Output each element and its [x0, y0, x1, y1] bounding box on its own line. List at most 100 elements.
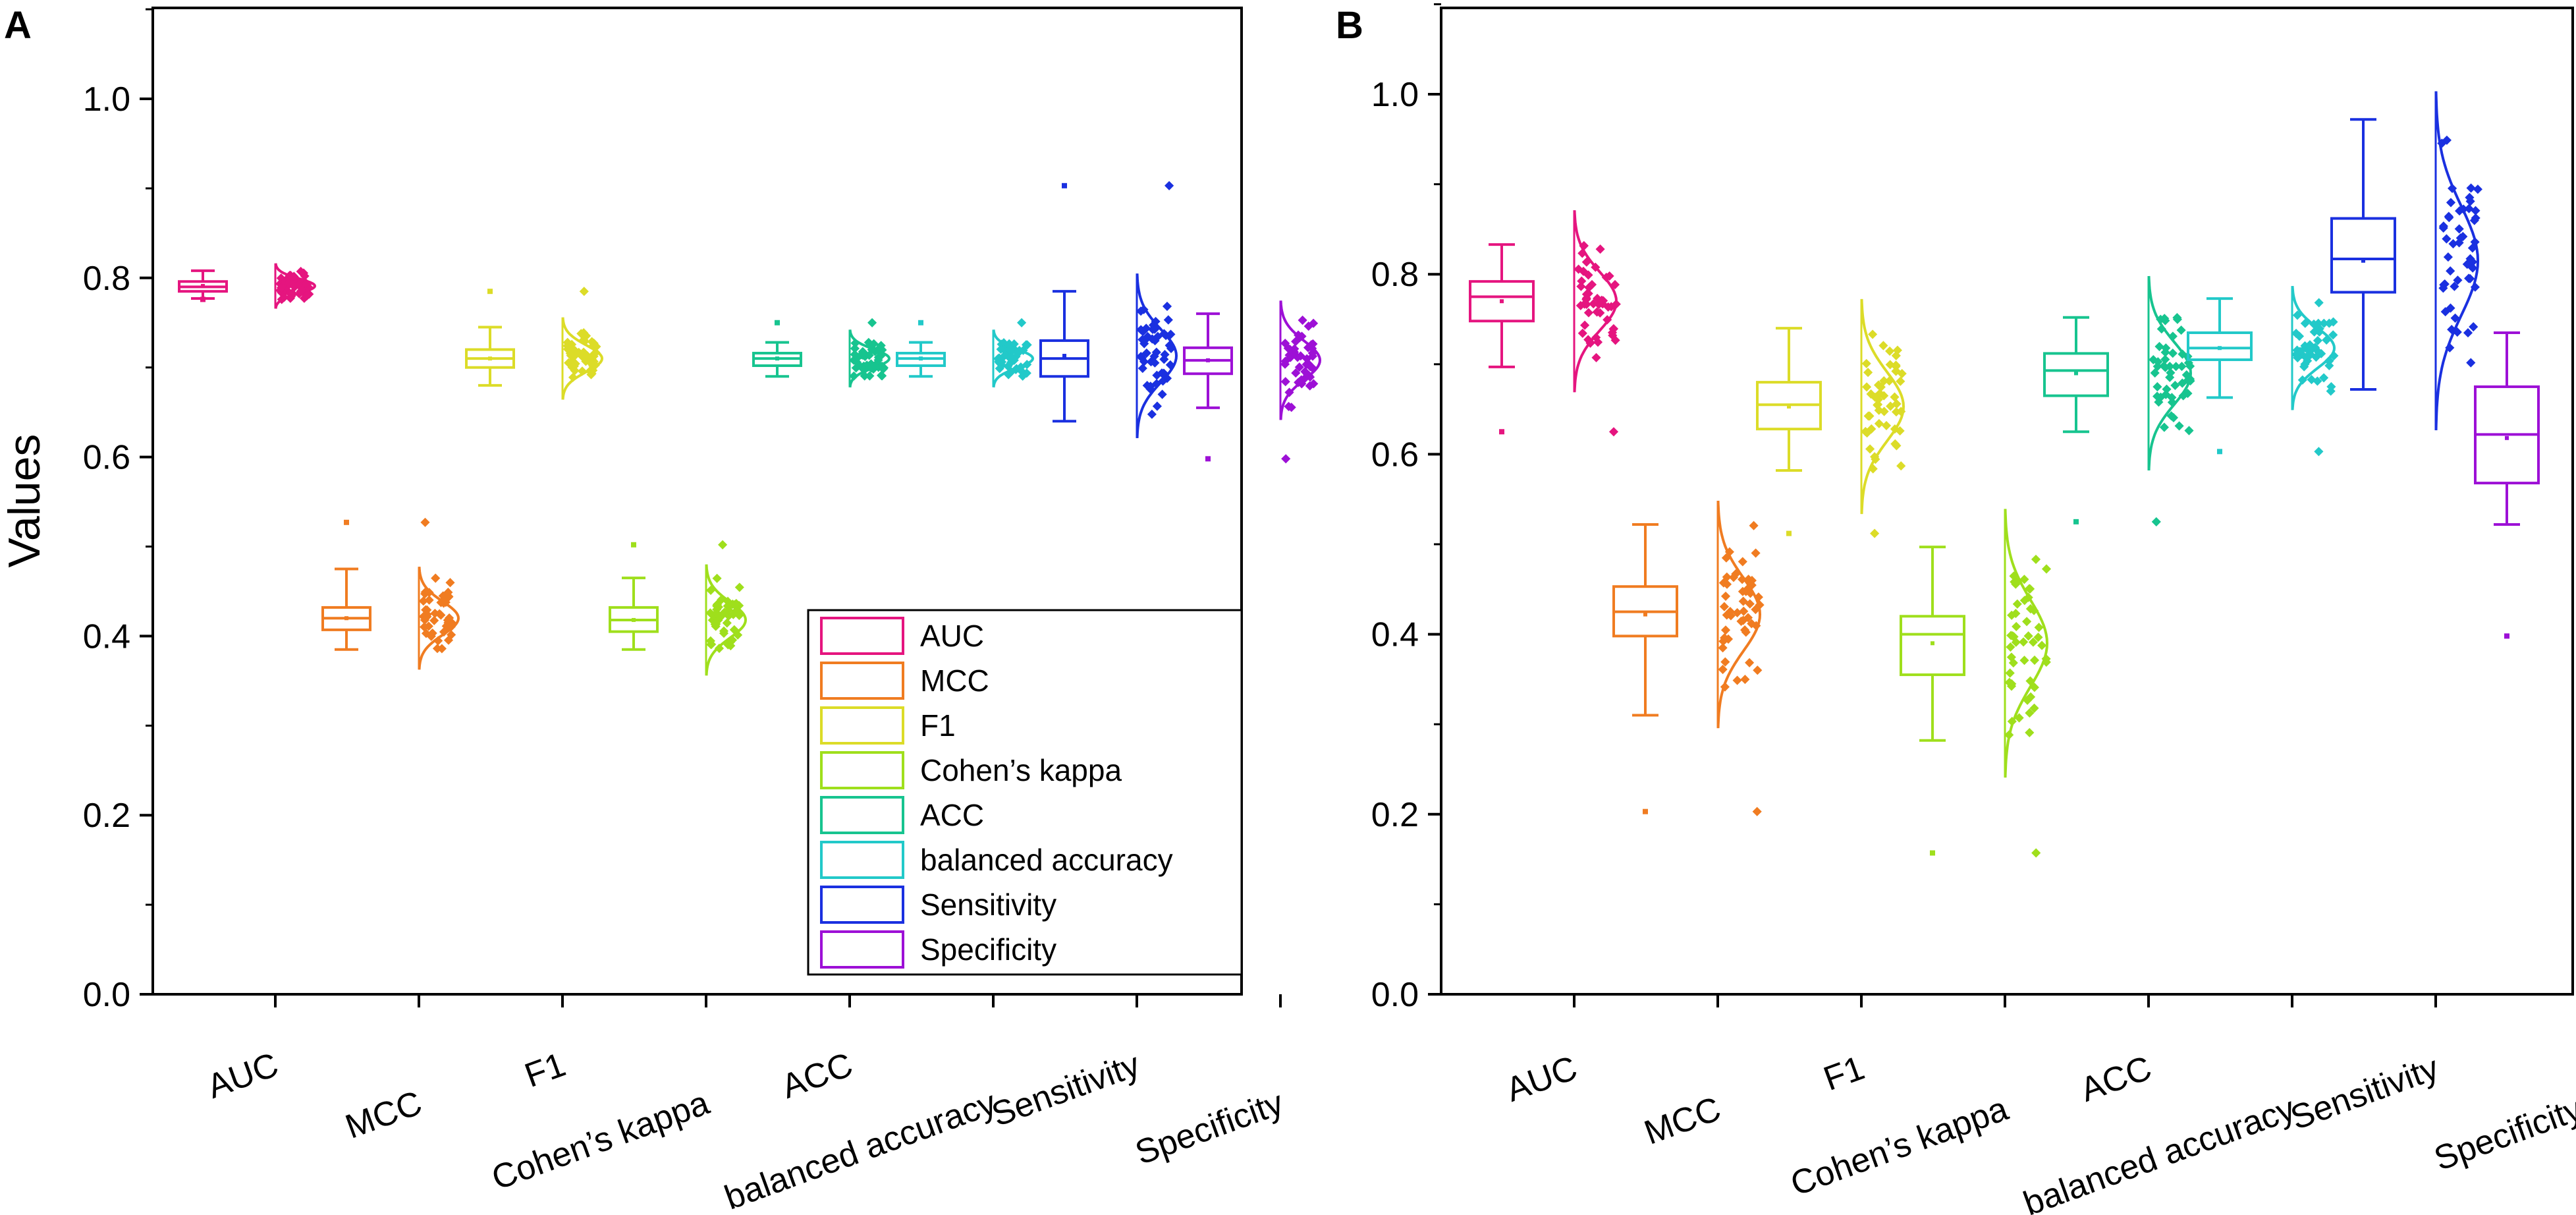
- data-point: [1151, 379, 1162, 389]
- data-point: [430, 608, 440, 618]
- legend-item-f1: F1: [920, 708, 956, 743]
- data-point: [1595, 244, 1605, 254]
- data-point: [2037, 640, 2047, 650]
- y-tick-label: 1.0: [1371, 76, 1419, 114]
- data-point: [1006, 367, 1016, 377]
- data-point: [2022, 617, 2032, 627]
- distribution-curve: [1860, 298, 1905, 515]
- x-tick-label: balanced accuracy: [720, 1084, 1001, 1215]
- legend-swatch-specificity: [820, 930, 904, 969]
- data-point: [2444, 213, 2454, 223]
- data-point: [418, 596, 428, 606]
- mean-marker: [1500, 299, 1504, 304]
- y-tick-label: 0.6: [1371, 436, 1419, 474]
- data-point: [276, 283, 287, 293]
- data-point: [2464, 273, 2474, 283]
- data-point: [2151, 517, 2161, 526]
- outlier-point: [631, 542, 636, 548]
- outlier-point: [487, 289, 493, 295]
- data-point: [285, 293, 295, 303]
- outlier-point: [2217, 449, 2222, 455]
- data-point: [2176, 325, 2186, 335]
- distribution-curve: [992, 329, 1035, 388]
- data-point: [2019, 656, 2029, 665]
- data-point: [577, 366, 588, 376]
- data-point: [1865, 444, 1875, 454]
- box: [2043, 352, 2109, 397]
- data-point: [877, 370, 887, 380]
- data-point: [995, 356, 1004, 366]
- data-point: [1720, 625, 1731, 635]
- data-point: [445, 613, 454, 623]
- x-tick-label: Specificity: [1130, 1084, 1288, 1173]
- outlier-point: [1062, 183, 1067, 188]
- data-point: [849, 371, 859, 381]
- distribution-curve: [1279, 300, 1322, 420]
- outlier-point: [918, 320, 923, 325]
- data-point: [2443, 252, 2453, 262]
- data-point: [298, 268, 309, 278]
- data-point: [1303, 322, 1313, 331]
- distribution-curve: [561, 317, 604, 400]
- data-point: [286, 270, 296, 281]
- data-point: [1305, 362, 1315, 372]
- data-point: [568, 372, 578, 382]
- y-tick-label: 0.4: [83, 617, 130, 656]
- data-point: [562, 337, 572, 347]
- data-point: [436, 598, 446, 608]
- x-tick-label: F1: [520, 1046, 570, 1095]
- data-point: [301, 278, 311, 288]
- data-point: [2473, 184, 2482, 194]
- y-tick-label: 0.0: [83, 976, 130, 1014]
- legend-swatch-f1: [820, 706, 904, 745]
- box-group-cohen-s-kappa: Cohen’s kappa: [1786, 509, 2052, 1204]
- y-tick-label: 0.8: [83, 260, 130, 298]
- data-point: [2446, 198, 2456, 208]
- box-group-sensitivity: Sensitivity: [2286, 91, 2482, 1137]
- data-point: [426, 631, 436, 640]
- data-point: [439, 627, 449, 637]
- data-point: [1138, 327, 1148, 337]
- data-point: [1162, 301, 1172, 311]
- outlier-point: [1786, 530, 1792, 536]
- data-point: [2031, 848, 2041, 858]
- legend-swatch-acc: [820, 796, 904, 834]
- x-tick-label: MCC: [341, 1084, 427, 1146]
- data-point: [851, 363, 861, 373]
- box: [1900, 615, 1965, 677]
- data-point: [1740, 675, 1750, 685]
- data-point: [1870, 528, 1880, 538]
- data-point: [1298, 315, 1307, 325]
- distribution-curve: [2291, 285, 2336, 410]
- data-point: [731, 598, 741, 609]
- data-point: [441, 598, 451, 608]
- data-point: [433, 636, 443, 646]
- data-point: [1284, 387, 1294, 397]
- data-point: [2469, 322, 2479, 332]
- data-point: [876, 341, 886, 351]
- mean-marker: [488, 356, 492, 361]
- data-point: [873, 355, 883, 365]
- data-point: [1291, 368, 1301, 378]
- outlier-point: [1930, 850, 1935, 856]
- data-point: [1139, 304, 1149, 314]
- data-point: [1165, 181, 1174, 190]
- data-point: [1165, 360, 1175, 370]
- data-point: [296, 286, 306, 296]
- data-point: [2171, 362, 2181, 372]
- outlier-point: [344, 519, 349, 525]
- data-point: [1753, 665, 1763, 675]
- data-point: [2454, 224, 2464, 234]
- data-point: [420, 589, 430, 599]
- box-group-f1: F1: [1756, 298, 1907, 1098]
- legend-item-auc: AUC: [920, 619, 984, 653]
- data-point: [2168, 349, 2178, 358]
- box-group-specificity: Specificity: [2429, 331, 2576, 1178]
- x-tick-label: Cohen’s kappa: [487, 1084, 714, 1198]
- data-point: [853, 353, 863, 362]
- data-point: [586, 370, 596, 380]
- box: [2330, 217, 2396, 294]
- y-tick-label: 1.0: [83, 80, 130, 119]
- box-group-mcc: MCC: [1612, 500, 1765, 1152]
- data-point: [1580, 320, 1590, 330]
